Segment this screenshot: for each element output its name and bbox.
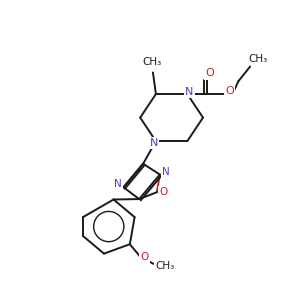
Text: N: N	[150, 138, 158, 148]
Text: N: N	[162, 167, 170, 177]
Text: N: N	[185, 87, 194, 97]
Text: CH₃: CH₃	[155, 261, 175, 271]
Text: O: O	[160, 187, 168, 197]
Text: O: O	[206, 68, 214, 78]
Text: N: N	[114, 179, 122, 189]
Text: O: O	[225, 86, 234, 96]
Text: O: O	[140, 252, 149, 262]
Text: CH₃: CH₃	[248, 54, 268, 64]
Text: CH₃: CH₃	[142, 57, 162, 67]
